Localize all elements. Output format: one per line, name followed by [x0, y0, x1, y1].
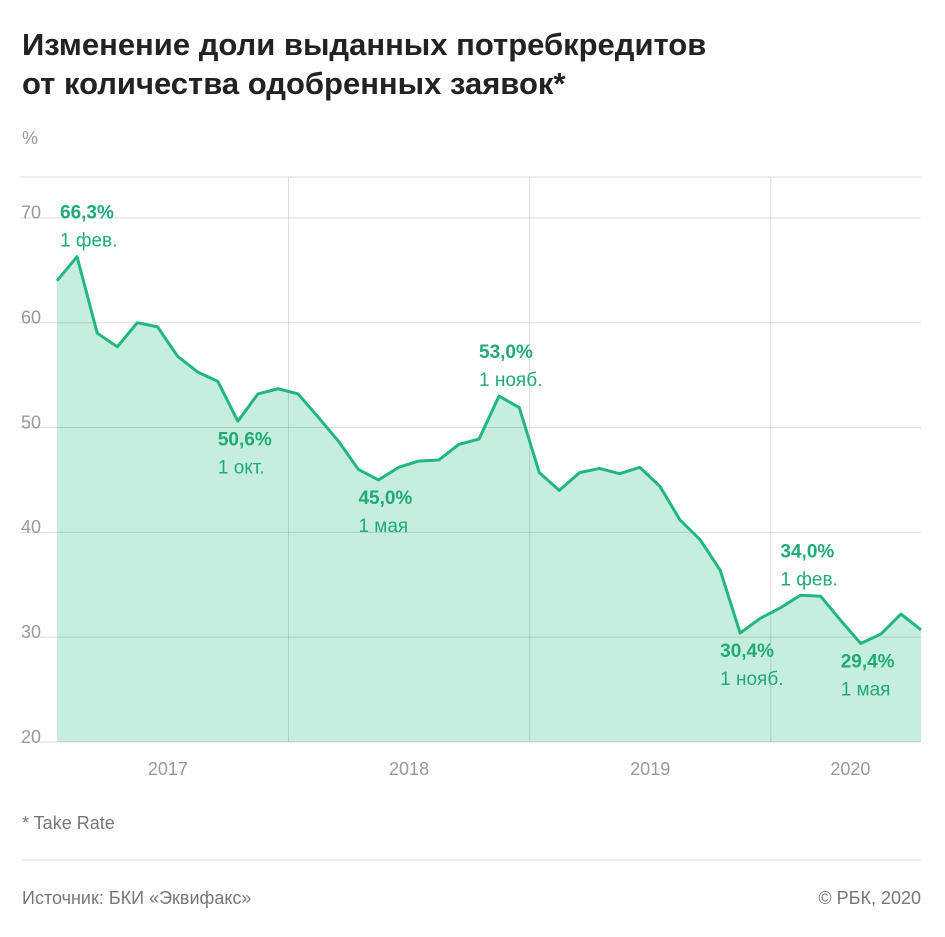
- data-label: 66,3%: [60, 203, 114, 224]
- y-tick-label: 20: [21, 727, 41, 747]
- line: [55, 255, 922, 645]
- data-label: 30,4%: [720, 641, 774, 662]
- y-tick-label: 30: [21, 622, 41, 642]
- footnote: * Take Rate: [22, 813, 115, 833]
- chart-title: от количества одобренных заявок*: [22, 66, 566, 101]
- source: Источник: БКИ «Эквифакс»: [22, 888, 251, 908]
- x-tick-label: 2019: [630, 759, 670, 779]
- y-tick-label: 70: [21, 203, 41, 223]
- y-tick-label: 50: [21, 412, 41, 432]
- date-label: 1 нояб.: [720, 669, 783, 690]
- data-label: 53,0%: [479, 342, 533, 363]
- date-label: 1 мая: [358, 516, 408, 537]
- date-label: 1 окт.: [218, 457, 265, 478]
- x-tick-label: 2018: [389, 759, 429, 779]
- date-label: 1 нояб.: [479, 370, 542, 391]
- credit: © РБК, 2020: [818, 888, 921, 908]
- date-label: 1 фев.: [780, 569, 837, 590]
- date-label: 1 мая: [841, 679, 891, 700]
- x-tick-label: 2020: [830, 759, 870, 779]
- data-label: 29,4%: [841, 651, 895, 672]
- y-tick-label: 40: [21, 517, 41, 537]
- date-label: 1 фев.: [60, 231, 117, 252]
- x-tick-label: 2017: [148, 759, 188, 779]
- area-fill: [57, 256, 921, 742]
- chart-title: Изменение доли выданных потребкредитов: [22, 27, 706, 62]
- data-label: 50,6%: [218, 429, 272, 450]
- data-label: 45,0%: [358, 488, 412, 509]
- y-tick-label: 60: [21, 307, 41, 327]
- y-unit: %: [22, 128, 38, 148]
- data-label: 34,0%: [780, 541, 834, 562]
